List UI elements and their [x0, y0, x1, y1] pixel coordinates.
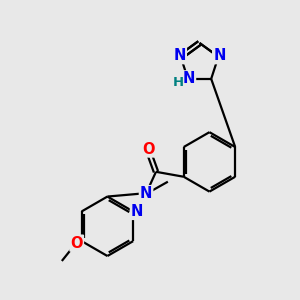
Text: O: O [70, 236, 83, 250]
Text: N: N [131, 204, 143, 219]
Text: N: N [213, 48, 226, 63]
Text: N: N [173, 48, 186, 63]
Text: H: H [172, 76, 184, 89]
Text: O: O [142, 142, 154, 157]
Text: N: N [183, 71, 195, 86]
Text: N: N [140, 186, 152, 201]
